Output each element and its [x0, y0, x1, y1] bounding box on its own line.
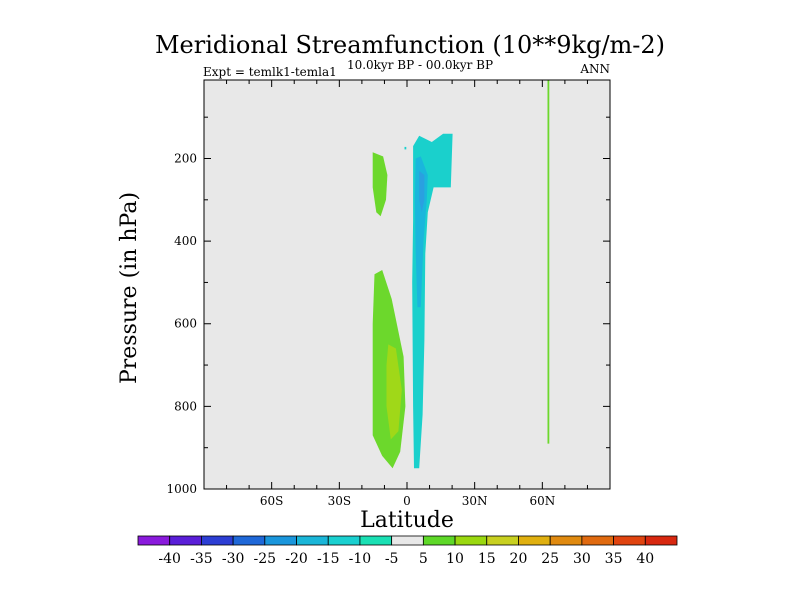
- colorbar-box: [454, 535, 488, 546]
- colorbar-label: -5: [385, 551, 399, 567]
- colorbar-box: [264, 535, 297, 546]
- center-subtitle: 10.0kyr BP - 00.0kyr BP: [347, 58, 493, 72]
- colorbar-label: -40: [158, 551, 181, 567]
- colorbar-label: -30: [222, 551, 245, 567]
- contour-northern-thin-positive-strip: [547, 80, 550, 444]
- chart-title: Meridional Streamfunction (10**9kg/m-2): [155, 31, 665, 59]
- colorbar-box: [391, 535, 424, 546]
- colorbar-box: [486, 535, 519, 546]
- colorbar-box: [422, 535, 456, 546]
- colorbar-label: 35: [605, 551, 623, 567]
- y-tick-label: 600: [174, 317, 197, 331]
- colorbar-box: [232, 535, 266, 546]
- y-axis-label: Pressure (in hPa): [117, 192, 142, 384]
- colorbar-label: 30: [573, 551, 591, 567]
- contour-southern-upper-positive-lobe: [372, 152, 388, 217]
- x-tick-label: 60N: [529, 494, 555, 508]
- x-axis-ticks: 60S 30S 0 30N 60N: [226, 80, 588, 508]
- colorbar-label: -20: [285, 551, 308, 567]
- colorbar-label: 25: [541, 551, 559, 567]
- y-tick-label: 1000: [166, 482, 197, 496]
- right-subtitle: ANN: [579, 62, 610, 76]
- x-tick-label: 30S: [328, 494, 352, 508]
- colorbar: -40 -35 -30 -25 -20 -15 -10 -5 5 10 15 20 25 30 35 40: [137, 535, 678, 567]
- colorbar-box: [201, 535, 234, 546]
- y-tick-label: 800: [174, 399, 197, 413]
- y-tick-label: 200: [174, 151, 197, 165]
- colorbar-box: [613, 535, 646, 546]
- colorbar-label: -10: [349, 551, 372, 567]
- y-axis-ticks: 200 400 600 800 1000: [166, 116, 610, 496]
- colorbar-box: [137, 535, 171, 546]
- colorbar-label: 20: [510, 551, 528, 567]
- contour-regions: [372, 80, 550, 469]
- colorbar-label: 15: [478, 551, 496, 567]
- x-tick-label: 60S: [260, 494, 284, 508]
- left-subtitle: Expt = temlk1-temla1: [203, 65, 337, 79]
- colorbar-box: [549, 535, 583, 546]
- contour-equatorial-negative-15-core: [419, 170, 425, 213]
- colorbar-box: [296, 535, 329, 546]
- colorbar-box: [581, 535, 614, 546]
- x-tick-label: 30N: [462, 494, 488, 508]
- colorbar-box: [644, 535, 678, 546]
- x-axis-label: Latitude: [360, 508, 454, 533]
- colorbar-label: 5: [419, 551, 428, 567]
- colorbar-label: 10: [446, 551, 464, 567]
- colorbar-box: [169, 535, 202, 546]
- contour-equatorial-negative-10-core: [414, 156, 428, 308]
- colorbar-label: 40: [636, 551, 654, 567]
- contour-small-negative-dot: [404, 146, 407, 150]
- colorbar-label: -25: [254, 551, 277, 567]
- colorbar-label: -15: [317, 551, 340, 567]
- colorbar-box: [327, 535, 361, 546]
- colorbar-label: -35: [190, 551, 213, 567]
- contour-southern-lower-10-core: [386, 344, 402, 440]
- colorbar-box: [518, 535, 551, 546]
- y-tick-label: 400: [174, 234, 197, 248]
- x-tick-label: 0: [403, 494, 411, 508]
- plot-background: [204, 80, 610, 489]
- colorbar-box: [359, 535, 393, 546]
